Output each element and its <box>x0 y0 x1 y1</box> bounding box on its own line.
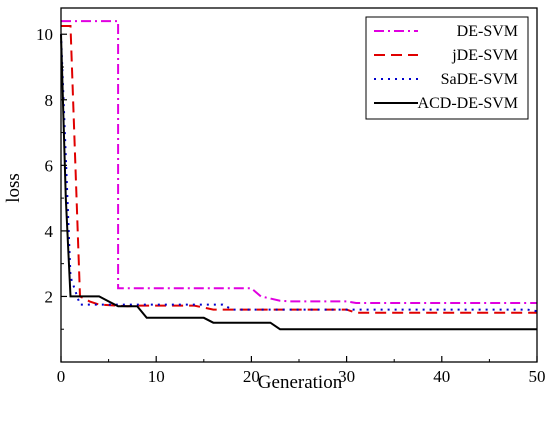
y-tick-label: 6 <box>45 156 54 175</box>
plot-area <box>60 20 538 331</box>
x-tick-label: 50 <box>529 367 546 386</box>
series-line-acd-de-svm <box>60 34 537 331</box>
x-tick-label: 10 <box>148 367 165 386</box>
x-tick-label: 20 <box>243 367 260 386</box>
legend: DE-SVM jDE-SVM SaDE-SVM ACD-DE-SVM <box>365 16 529 120</box>
y-tick-label: 8 <box>45 91 54 110</box>
tick-labels: 0 10 20 30 40 50 2 4 6 8 10 <box>36 25 546 386</box>
x-tick-label: 40 <box>433 367 450 386</box>
legend-entry-label: jDE-SVM <box>451 47 518 64</box>
x-tick-label: 30 <box>338 367 355 386</box>
legend-entry-label: SaDE-SVM <box>441 71 518 88</box>
series-line-jde-svm <box>61 25 537 314</box>
legend-entry-label: DE-SVM <box>457 23 518 40</box>
x-tick-label: 0 <box>57 367 66 386</box>
tick-marks <box>60 33 538 362</box>
y-tick-label: 10 <box>36 25 53 44</box>
y-tick-label: 4 <box>45 222 54 241</box>
series-line-sade-svm <box>60 34 538 313</box>
legend-entry-label: ACD-DE-SVM <box>418 95 518 112</box>
y-tick-label: 2 <box>45 287 54 306</box>
y-axis-label: loss <box>3 173 24 203</box>
x-axis-label: Generation <box>258 372 343 393</box>
